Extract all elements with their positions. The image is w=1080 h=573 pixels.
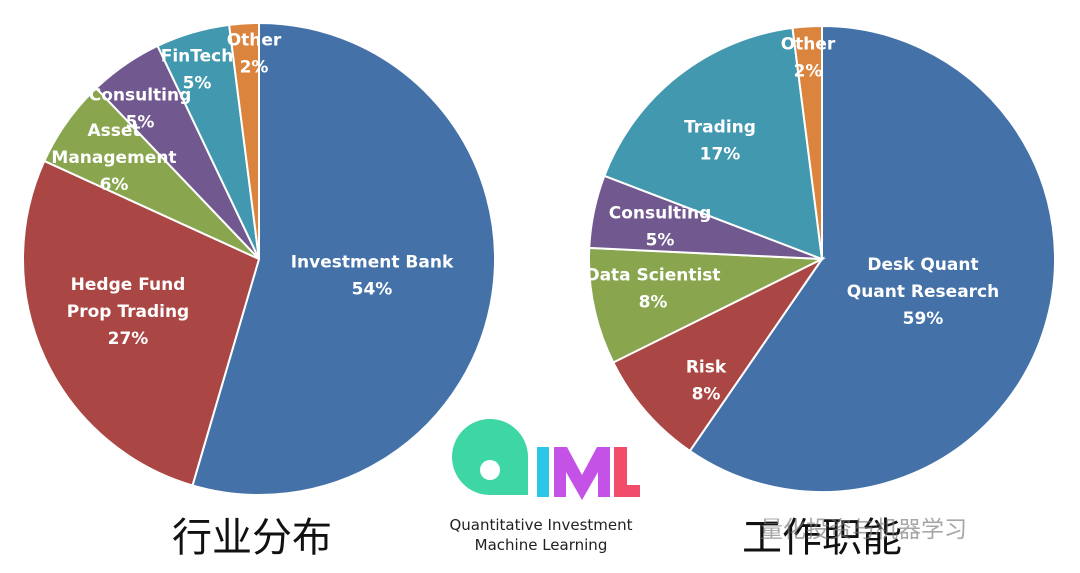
slice-name-label: Hedge Fund: [71, 275, 186, 295]
slice-percent-label: 2%: [240, 58, 269, 78]
slice-percent-label: 54%: [352, 280, 393, 300]
slice-percent-label: 8%: [692, 385, 721, 405]
logo-text-line2: Machine Learning: [475, 536, 608, 554]
slice-name-label: Other: [227, 31, 282, 51]
slice-name-label: Risk: [686, 358, 727, 378]
slice-percent-label: 8%: [639, 293, 668, 313]
slice-name-label: Desk Quant: [867, 255, 978, 275]
slice-percent-label: 5%: [183, 74, 212, 94]
qiml-logo: Quantitative Investment Machine Learning: [449, 419, 640, 554]
pie-slice: [22, 159, 261, 487]
slice-name-label: Management: [51, 148, 176, 168]
slice-percent-label: 17%: [700, 145, 741, 165]
function-caption: 工作职能: [742, 515, 902, 561]
logo-q-shape: [452, 419, 528, 495]
slice-percent-label: 5%: [126, 113, 155, 133]
slice-name-label: Data Scientist: [585, 266, 720, 286]
logo-l-shape: [614, 447, 640, 497]
slice-name-label: Consulting: [89, 86, 192, 106]
pie-slice: [791, 24, 823, 260]
function-pie-chart: Desk Quant Quant Research 59% Risk 8% Data Sc…: [585, 24, 1056, 493]
pie-slice: [588, 246, 826, 364]
slice-name-label: Other: [781, 35, 836, 55]
slice-name-label: Asset: [87, 121, 140, 141]
industry-pie-chart: Investment Bank 54% Hedge Fund Prop Trading…: [22, 21, 496, 496]
pie-slice: [603, 26, 824, 261]
slice-percent-label: 27%: [108, 329, 149, 349]
slice-name-label: Investment Bank: [291, 253, 454, 273]
logo-i-bar: [537, 447, 549, 497]
logo-m-shape: [554, 447, 610, 500]
slice-name-label: Quant Research: [847, 282, 999, 302]
slice-name-label: Consulting: [609, 204, 712, 224]
industry-caption: 行业分布: [172, 515, 332, 561]
slice-name-label: Prop Trading: [67, 302, 189, 322]
slice-percent-label: 59%: [903, 309, 944, 329]
pie-slice: [191, 21, 496, 496]
slice-percent-label: 6%: [100, 175, 129, 195]
pie-slice: [611, 256, 826, 453]
logo-text-line1: Quantitative Investment: [449, 516, 632, 534]
slice-name-label: FinTech: [161, 47, 234, 67]
watermark-text: 量化投资与机器学习: [760, 517, 967, 543]
pie-slice: [688, 24, 1056, 493]
slice-percent-label: 2%: [794, 62, 823, 82]
slice-name-label: Trading: [684, 118, 756, 138]
pie-slice: [228, 21, 260, 260]
logo-q-dot: [480, 460, 500, 480]
slice-percent-label: 5%: [646, 231, 675, 251]
